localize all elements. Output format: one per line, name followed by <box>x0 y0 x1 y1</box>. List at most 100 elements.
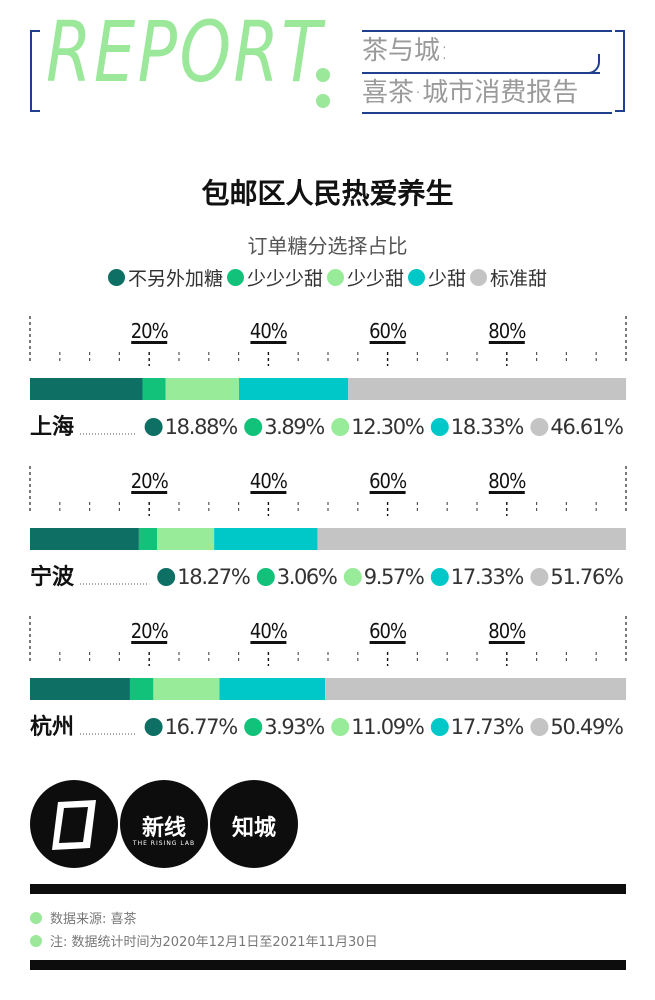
logo-rising-mark <box>30 780 118 868</box>
value-dot <box>144 718 163 736</box>
value-dot <box>331 418 350 436</box>
legend-item-no-sugar: 不另外加糖 <box>107 264 223 291</box>
tick-underline <box>369 641 406 644</box>
data-label: 3.06% <box>277 565 338 589</box>
note-dot-icon <box>30 934 42 947</box>
chart-title: 订单糖分选择占比 <box>247 234 408 258</box>
logo-rising-lab: 新线 THE RISING LAB <box>120 780 208 868</box>
tick-label: 20% <box>131 469 169 493</box>
header-middle-line <box>362 72 600 74</box>
value-dot <box>244 718 263 736</box>
legend-dot <box>107 269 125 286</box>
bar-segment <box>138 528 158 550</box>
data-label: 50.49% <box>550 715 624 739</box>
legend-dot <box>408 269 425 286</box>
bar-segment <box>30 678 130 700</box>
tick-label: 80% <box>488 619 526 643</box>
footer-date-text: 注: 数据统计时间为2020年12月1日至2021年11月30日 <box>50 935 378 950</box>
legend-label: 不另外加糖 <box>127 268 223 290</box>
bar-segment <box>30 378 143 400</box>
bar-segment <box>157 528 215 550</box>
header-colon-dot-bottom <box>316 94 330 108</box>
tick-label: 80% <box>488 469 526 493</box>
legend-dot <box>470 269 488 286</box>
value-dot <box>530 568 549 586</box>
value-dot <box>343 568 362 586</box>
data-label: 9.57% <box>364 565 425 589</box>
footer-bottom-rule <box>30 960 626 970</box>
bar-segment <box>30 528 139 550</box>
chart-legend: 不另外加糖 少少少甜 少少甜 少甜 标准甜 <box>0 264 655 291</box>
data-label: 17.73% <box>451 715 525 739</box>
header-right-bracket <box>615 30 625 112</box>
category-label: 宁波 <box>30 564 75 590</box>
legend-item-standard: 标准甜 <box>470 264 547 291</box>
legend-item-very-very-low: 少少少甜 <box>226 264 323 291</box>
data-label: 11.09% <box>351 715 425 739</box>
value-dot <box>244 418 263 436</box>
tick-label: 80% <box>488 319 526 343</box>
tick-underline <box>488 341 525 344</box>
footer-source-text: 数据来源: 喜茶 <box>50 912 137 927</box>
data-label: 18.33% <box>451 415 525 439</box>
tick-label: 40% <box>250 469 288 493</box>
tick-label: 40% <box>250 319 288 343</box>
footer-source-note: 数据来源: 喜茶 <box>30 908 137 927</box>
header-subtitle-line1: 茶与城: <box>362 36 449 66</box>
header-top-line <box>362 30 612 32</box>
legend-item-low: 少甜 <box>408 264 466 291</box>
value-dot <box>430 418 449 436</box>
bar-segment <box>165 378 240 400</box>
header-report-title: REPORT <box>46 3 324 101</box>
tick-underline <box>369 341 406 344</box>
bar-segment <box>214 528 318 550</box>
category-label: 杭州 <box>30 714 74 740</box>
legend-label: 少少甜 <box>346 268 404 290</box>
bar-segment <box>317 528 626 550</box>
stacked-bar-chart: 20% 40% 60% 80% 上海 18.88% 3.89% 12.30% 18.33% 46.… <box>29 316 627 740</box>
data-label: 12.30% <box>351 415 425 439</box>
tick-underline <box>488 491 525 494</box>
bar-segment <box>153 678 220 700</box>
header-left-bracket <box>30 30 40 112</box>
tick-underline <box>131 341 168 344</box>
legend-label: 少少少甜 <box>246 268 323 290</box>
data-label: 51.76% <box>550 565 624 589</box>
value-dot <box>144 418 163 436</box>
logo-mark-icon <box>52 800 96 850</box>
value-dot <box>530 418 549 436</box>
logo-zhicheng: 知城 <box>210 780 298 868</box>
logo-rising-lab-text: 新线 <box>141 816 186 841</box>
legend-label: 少甜 <box>428 268 467 290</box>
footer-date-note: 注: 数据统计时间为2020年12月1日至2021年11月30日 <box>30 931 378 950</box>
tick-label: 20% <box>131 319 169 343</box>
value-dot <box>331 718 350 736</box>
tick-underline <box>250 491 287 494</box>
legend-dot <box>326 269 344 286</box>
bar-segment <box>325 678 627 700</box>
tick-underline <box>131 641 168 644</box>
tick-label: 20% <box>131 619 169 643</box>
value-dot <box>256 568 275 586</box>
tick-label: 60% <box>369 469 407 493</box>
logo-zhicheng-text: 知城 <box>231 816 276 841</box>
tick-underline <box>369 491 406 494</box>
data-label: 3.93% <box>264 715 325 739</box>
tick-label: 60% <box>369 619 407 643</box>
legend-dot <box>226 269 244 286</box>
tick-label: 60% <box>369 319 407 343</box>
category-label: 上海 <box>30 414 74 440</box>
header-colon-dot-top <box>316 68 330 82</box>
bar-segment <box>129 678 154 700</box>
tick-underline <box>250 641 287 644</box>
data-label: 18.27% <box>177 565 251 589</box>
data-label: 16.77% <box>165 715 239 739</box>
page-title: 包邮区人民热爱养生 <box>201 177 454 210</box>
tick-underline <box>131 491 168 494</box>
header-bottom-line <box>362 112 612 114</box>
header-hook <box>578 54 600 74</box>
value-dot <box>530 718 549 736</box>
bar-segment <box>348 378 627 400</box>
footer-top-rule <box>30 884 626 894</box>
value-dot <box>430 568 449 586</box>
